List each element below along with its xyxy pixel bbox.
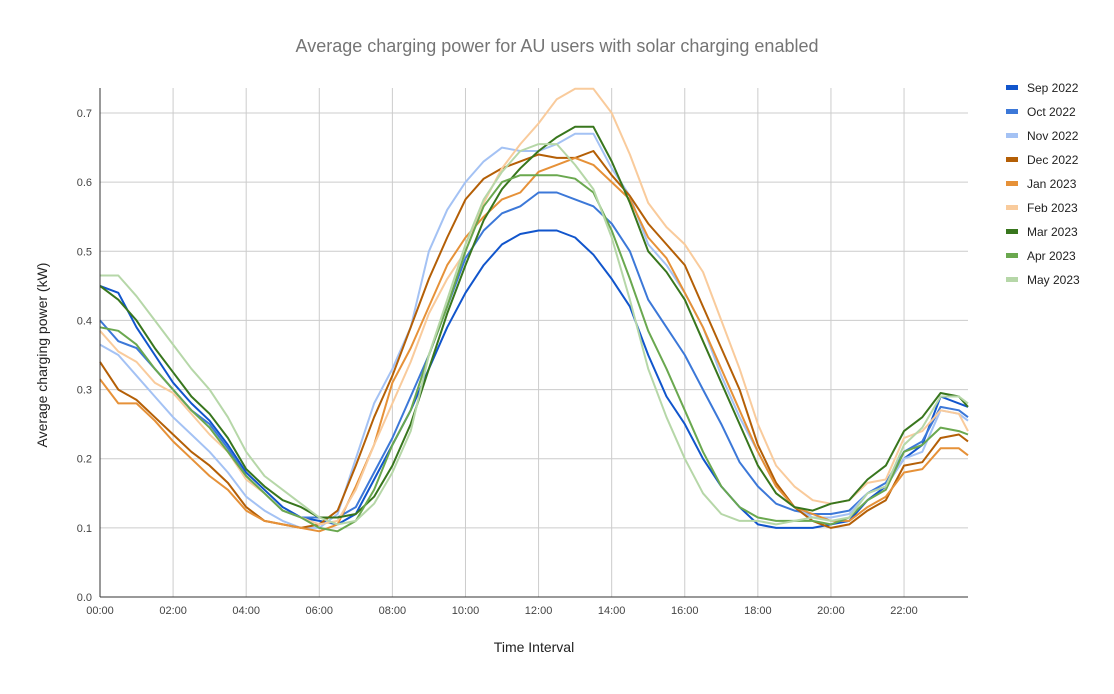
y-axis-label: Average charging power (kW) <box>34 263 50 448</box>
y-tick-label: 0.5 <box>77 246 92 258</box>
y-tick-label: 0.0 <box>77 592 92 604</box>
legend-swatch <box>1006 157 1018 162</box>
series-line-mar-2023 <box>99 125 969 519</box>
legend-label: Mar 2023 <box>1027 225 1078 239</box>
legend-swatch <box>1006 277 1018 282</box>
legend-item: Nov 2022 <box>1006 129 1079 143</box>
legend-label: Nov 2022 <box>1027 129 1079 143</box>
x-tick-label: 04:00 <box>232 605 260 617</box>
x-tick-label: 22:00 <box>890 605 918 617</box>
legend-label: Sep 2022 <box>1027 81 1079 95</box>
x-tick-label: 14:00 <box>598 605 626 617</box>
series-line-apr-2023 <box>99 174 969 533</box>
chart-title: Average charging power for AU users with… <box>296 36 819 56</box>
legend-swatch <box>1006 181 1018 186</box>
x-tick-label: 18:00 <box>744 605 772 617</box>
legend-swatch <box>1006 253 1018 258</box>
y-tick-label: 0.2 <box>77 454 92 466</box>
legend-swatch <box>1006 133 1018 138</box>
legend-item: Sep 2022 <box>1006 81 1079 95</box>
legend-item: May 2023 <box>1006 273 1080 287</box>
x-axis-label: Time Interval <box>494 639 574 655</box>
series-lines <box>99 87 969 533</box>
x-tick-label: 08:00 <box>379 605 407 617</box>
legend-swatch <box>1006 109 1018 114</box>
x-tick-label: 00:00 <box>86 605 114 617</box>
series-line-sep-2022 <box>99 229 969 529</box>
y-tick-label: 0.7 <box>77 108 92 120</box>
axes: 0.0 0.1 0.2 0.3 0.4 0.5 0.6 0.7 00:00 02:00 04:00 0… <box>77 88 968 617</box>
y-tick-label: 0.6 <box>77 177 92 189</box>
legend-item: Dec 2022 <box>1006 153 1079 167</box>
x-tick-label: 16:00 <box>671 605 699 617</box>
legend-label: Dec 2022 <box>1027 153 1079 167</box>
series-line-oct-2022 <box>99 191 969 519</box>
legend-swatch <box>1006 229 1018 234</box>
series-line-dec-2022 <box>99 150 969 529</box>
legend-swatch <box>1006 85 1018 90</box>
legend-item: Oct 2022 <box>1006 105 1076 119</box>
series-line-may-2023 <box>100 143 969 526</box>
x-tick-label: 10:00 <box>452 605 480 617</box>
series-line-nov-2022 <box>99 132 969 529</box>
y-tick-label: 0.3 <box>77 385 92 397</box>
legend: Sep 2022 Oct 2022 Nov 2022 Dec 2022 Jan 2023… <box>1006 81 1080 287</box>
legend-label: Feb 2023 <box>1027 201 1078 215</box>
x-tick-label: 06:00 <box>306 605 334 617</box>
legend-label: Apr 2023 <box>1027 249 1076 263</box>
legend-label: Jan 2023 <box>1027 177 1077 191</box>
legend-item: Mar 2023 <box>1006 225 1078 239</box>
legend-label: Oct 2022 <box>1027 105 1076 119</box>
legend-item: Feb 2023 <box>1006 201 1078 215</box>
legend-label: May 2023 <box>1027 273 1080 287</box>
y-tick-label: 0.4 <box>77 315 92 327</box>
legend-item: Apr 2023 <box>1006 249 1076 263</box>
y-tick-label: 0.1 <box>77 523 92 535</box>
x-tick-label: 02:00 <box>159 605 187 617</box>
legend-swatch <box>1006 205 1018 210</box>
legend-item: Jan 2023 <box>1006 177 1077 191</box>
gridlines <box>99 88 968 598</box>
x-tick-label: 12:00 <box>525 605 553 617</box>
x-tick-label: 20:00 <box>817 605 845 617</box>
